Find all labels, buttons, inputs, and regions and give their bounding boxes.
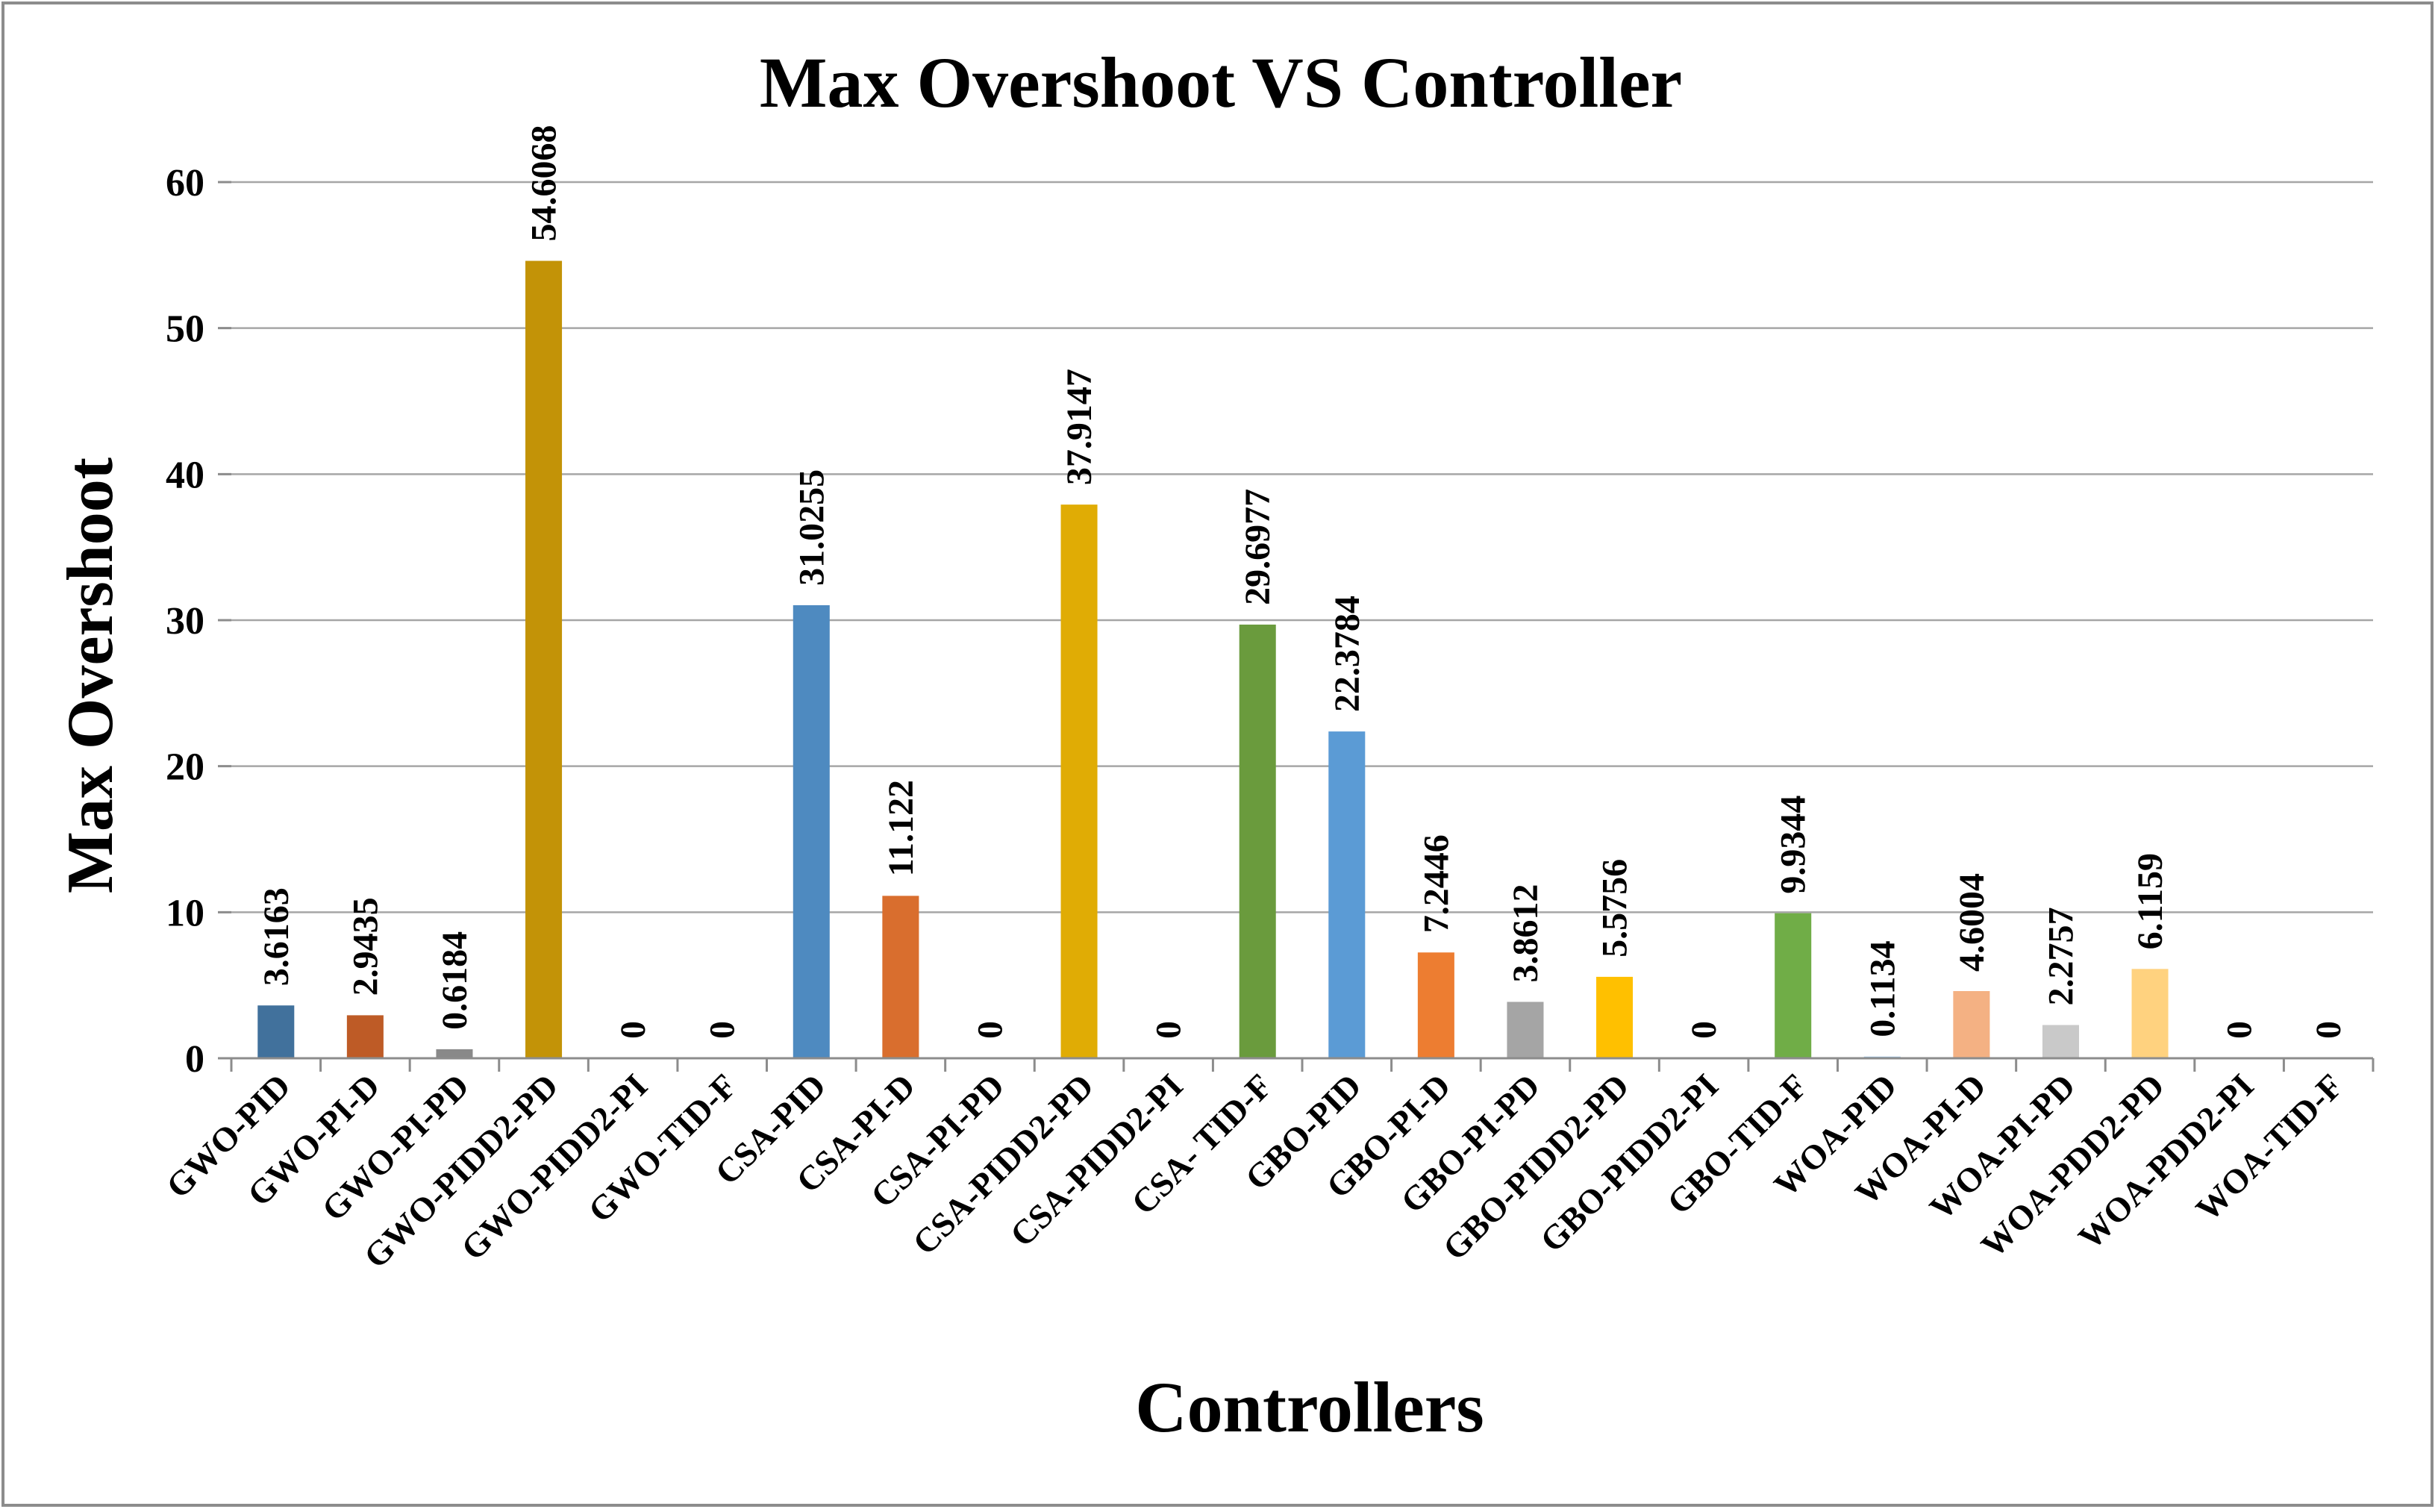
bar xyxy=(525,260,563,1058)
bar xyxy=(436,1049,473,1058)
y-axis-label: Max Overshoot xyxy=(54,457,127,893)
data-label: 0.1134 xyxy=(1863,940,1902,1037)
y-tick-label: 50 xyxy=(166,308,204,351)
data-label: 4.6004 xyxy=(1952,873,1992,972)
data-label: 0.6184 xyxy=(435,931,475,1030)
y-tick-label: 20 xyxy=(166,746,204,789)
data-label: 3.6163 xyxy=(257,887,296,986)
bar xyxy=(2042,1025,2079,1058)
y-axis-ticks: 0 10 20 30 40 50 60 xyxy=(166,162,231,1081)
data-label: 54.6068 xyxy=(525,125,564,242)
x-axis-label: Controllers xyxy=(1135,1367,1484,1447)
y-tick-label: 0 xyxy=(185,1038,204,1081)
data-label: 0 xyxy=(1149,1021,1189,1039)
data-label: 9.9344 xyxy=(1774,796,1813,894)
data-label: 31.0255 xyxy=(792,469,831,586)
data-label: 29.6977 xyxy=(1238,489,1278,605)
data-label: 0 xyxy=(2309,1021,2348,1039)
data-label: 0 xyxy=(970,1021,1010,1039)
data-label: 0 xyxy=(703,1021,743,1039)
data-label: 5.5756 xyxy=(1595,859,1635,958)
y-tick-label: 10 xyxy=(166,892,204,934)
bar xyxy=(1953,990,1990,1058)
grid-layer xyxy=(231,181,2373,913)
data-label: 0 xyxy=(1684,1021,1724,1039)
y-tick-label: 40 xyxy=(166,454,204,496)
data-label: 0 xyxy=(2220,1021,2260,1039)
data-label: 7.2446 xyxy=(1416,834,1456,933)
data-label-layer: 3.6163 2.9435 0.6184 54.6068 0 0 31.0255 11.122… xyxy=(257,125,2348,1039)
bar xyxy=(1417,952,1454,1058)
bar xyxy=(1328,731,1366,1058)
bar xyxy=(793,605,830,1058)
bar-layer xyxy=(257,260,2169,1058)
bar xyxy=(2131,969,2169,1058)
bar xyxy=(1060,504,1098,1058)
data-label: 22.3784 xyxy=(1328,596,1367,712)
chart-title: Max Overshoot VS Controller xyxy=(760,43,1682,122)
data-label: 11.122 xyxy=(881,780,921,876)
data-label: 6.1159 xyxy=(2131,853,2170,949)
bar xyxy=(882,896,919,1058)
data-label: 3.8612 xyxy=(1506,884,1545,982)
y-tick-label: 30 xyxy=(166,600,204,643)
bar xyxy=(1239,624,1276,1058)
bar xyxy=(1775,913,1812,1058)
bar xyxy=(1507,1002,1544,1058)
data-label: 2.9435 xyxy=(346,897,385,996)
data-label: 37.9147 xyxy=(1060,369,1099,485)
data-label: 0 xyxy=(613,1021,653,1039)
bar xyxy=(257,1005,295,1058)
bar xyxy=(346,1015,384,1058)
y-tick-label: 60 xyxy=(166,162,204,204)
bar xyxy=(1596,976,1634,1058)
data-label: 2.2757 xyxy=(2041,907,2081,1005)
